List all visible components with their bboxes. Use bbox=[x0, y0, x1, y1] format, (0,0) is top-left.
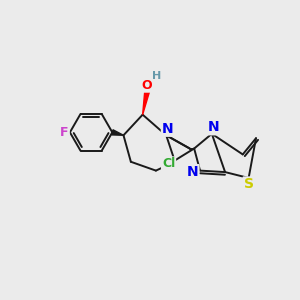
Text: F: F bbox=[60, 126, 69, 139]
Polygon shape bbox=[112, 130, 124, 135]
Text: Cl: Cl bbox=[162, 157, 175, 170]
Polygon shape bbox=[142, 91, 149, 115]
Text: N: N bbox=[162, 122, 173, 136]
Text: O: O bbox=[142, 79, 152, 92]
Text: N: N bbox=[208, 120, 219, 134]
Text: S: S bbox=[244, 177, 254, 191]
Text: N: N bbox=[187, 165, 199, 179]
Text: H: H bbox=[152, 71, 161, 81]
